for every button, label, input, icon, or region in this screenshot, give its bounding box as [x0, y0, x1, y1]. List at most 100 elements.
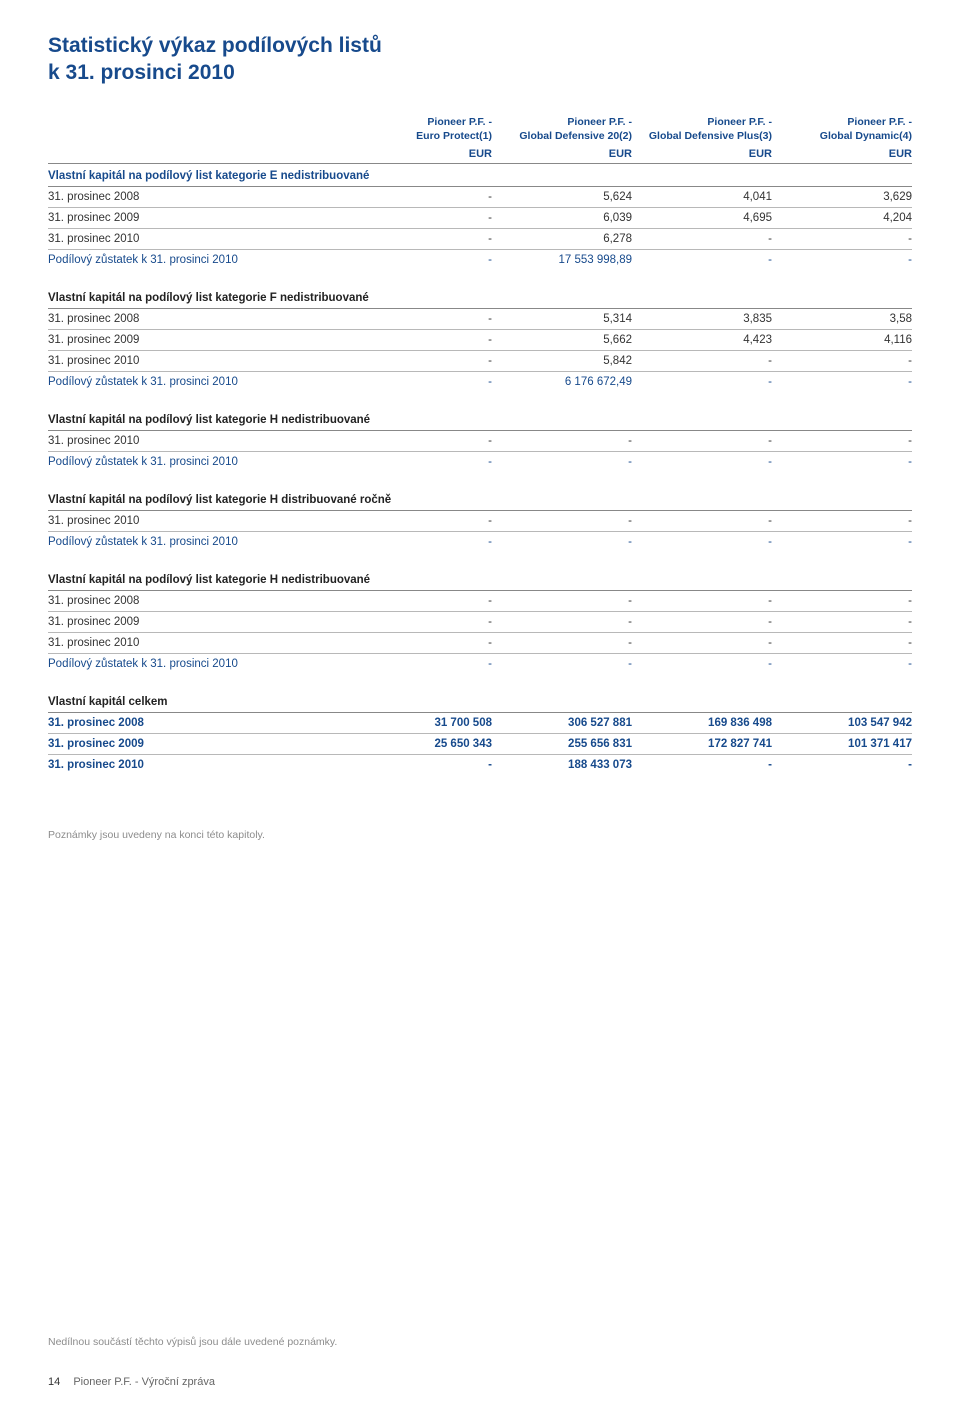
row-label: 31. prosinec 2010 — [48, 430, 352, 451]
row-label: 31. prosinec 2008 — [48, 590, 352, 611]
row-label: 31. prosinec 2009 — [48, 733, 352, 754]
section-heading: Vlastní kapitál na podílový list kategor… — [48, 472, 912, 511]
row-value: - — [772, 228, 912, 249]
row-value: 6 176 672,49 — [492, 371, 632, 392]
page-title-block: Statistický výkaz podílových listů k 31.… — [48, 32, 912, 87]
section-heading: Vlastní kapitál na podílový list kategor… — [48, 164, 912, 187]
row-label: Podílový zůstatek k 31. prosinci 2010 — [48, 531, 352, 552]
row-value: - — [352, 207, 492, 228]
table-row: 31. prosinec 2009---- — [48, 611, 912, 632]
table-row: 31. prosinec 2008-5,3143,8353,58 — [48, 308, 912, 329]
table-row: 31. prosinec 2010-5,842-- — [48, 350, 912, 371]
currency-spacer — [48, 145, 352, 163]
row-label: 31. prosinec 2009 — [48, 329, 352, 350]
row-value: 4,423 — [632, 329, 772, 350]
row-value: 255 656 831 — [492, 733, 632, 754]
section-heading: Vlastní kapitál celkem — [48, 674, 912, 713]
row-value: - — [352, 632, 492, 653]
row-value: - — [352, 451, 492, 472]
column-header-spacer — [48, 115, 352, 143]
row-value: - — [632, 510, 772, 531]
row-value: - — [492, 430, 632, 451]
row-value: 3,835 — [632, 308, 772, 329]
row-value: - — [352, 249, 492, 270]
row-value: - — [352, 510, 492, 531]
table-row: 31. prosinec 2010-188 433 073-- — [48, 754, 912, 775]
row-label: 31. prosinec 2010 — [48, 350, 352, 371]
row-label: Podílový zůstatek k 31. prosinci 2010 — [48, 371, 352, 392]
row-value: 6,039 — [492, 207, 632, 228]
row-label: 31. prosinec 2009 — [48, 611, 352, 632]
column-header-2: Pioneer P.F. -Global Defensive 20(2) — [492, 115, 632, 143]
row-value: 5,314 — [492, 308, 632, 329]
row-value: - — [632, 754, 772, 775]
row-value: - — [632, 590, 772, 611]
row-value: 25 650 343 — [352, 733, 492, 754]
row-value: 306 527 881 — [492, 712, 632, 733]
row-value: 17 553 998,89 — [492, 249, 632, 270]
row-value: - — [772, 653, 912, 674]
row-value: - — [492, 653, 632, 674]
page-title-line1: Statistický výkaz podílových listů — [48, 32, 912, 59]
footnote-statements: Nedílnou součástí těchto výpisů jsou dál… — [48, 1336, 337, 1348]
row-label: Podílový zůstatek k 31. prosinci 2010 — [48, 451, 352, 472]
row-value: 4,116 — [772, 329, 912, 350]
row-value: - — [352, 308, 492, 329]
section-heading: Vlastní kapitál na podílový list kategor… — [48, 392, 912, 431]
table-row: 31. prosinec 2010---- — [48, 510, 912, 531]
table-row: Podílový zůstatek k 31. prosinci 2010-6 … — [48, 371, 912, 392]
row-value: - — [772, 754, 912, 775]
row-value: 101 371 417 — [772, 733, 912, 754]
row-label: 31. prosinec 2008 — [48, 308, 352, 329]
table-row: Podílový zůstatek k 31. prosinci 2010---… — [48, 451, 912, 472]
row-value: - — [632, 531, 772, 552]
row-value: - — [352, 228, 492, 249]
row-value: - — [352, 590, 492, 611]
row-value: 103 547 942 — [772, 712, 912, 733]
page-number: 14 — [48, 1376, 60, 1388]
row-value: 172 827 741 — [632, 733, 772, 754]
column-header-4-text: Pioneer P.F. -Global Dynamic(4) — [820, 116, 912, 142]
column-header-1: Pioneer P.F. -Euro Protect(1) — [352, 115, 492, 143]
currency-1: EUR — [352, 145, 492, 163]
row-value: - — [772, 510, 912, 531]
row-label: 31. prosinec 2010 — [48, 228, 352, 249]
row-value: - — [632, 430, 772, 451]
column-header-1-text: Pioneer P.F. -Euro Protect(1) — [416, 116, 492, 142]
row-value: - — [492, 632, 632, 653]
row-value: - — [352, 531, 492, 552]
row-value: - — [772, 371, 912, 392]
section-heading: Vlastní kapitál na podílový list kategor… — [48, 270, 912, 309]
currency-2: EUR — [492, 145, 632, 163]
row-value: 5,842 — [492, 350, 632, 371]
column-header-2-text: Pioneer P.F. -Global Defensive 20(2) — [519, 116, 632, 142]
table-row: Podílový zůstatek k 31. prosinci 2010-17… — [48, 249, 912, 270]
row-value: - — [632, 249, 772, 270]
row-value: - — [352, 371, 492, 392]
row-value: - — [632, 451, 772, 472]
row-value: 169 836 498 — [632, 712, 772, 733]
row-value: - — [492, 531, 632, 552]
page: Statistický výkaz podílových listů k 31.… — [0, 0, 960, 1412]
row-value: 5,624 — [492, 186, 632, 207]
data-table: Vlastní kapitál na podílový list kategor… — [48, 164, 912, 775]
row-value: - — [772, 430, 912, 451]
row-value: 3,629 — [772, 186, 912, 207]
row-value: 3,58 — [772, 308, 912, 329]
column-header-3: Pioneer P.F. -Global Defensive Plus(3) — [632, 115, 772, 143]
table-row: 31. prosinec 200925 650 343255 656 83117… — [48, 733, 912, 754]
row-value: 31 700 508 — [352, 712, 492, 733]
row-value: 4,041 — [632, 186, 772, 207]
footnote-chapter: Poznámky jsou uvedeny na konci této kapi… — [48, 829, 912, 841]
row-value: - — [492, 451, 632, 472]
row-value: - — [632, 632, 772, 653]
row-value: - — [352, 329, 492, 350]
row-value: - — [772, 632, 912, 653]
row-value: - — [632, 350, 772, 371]
row-value: - — [632, 228, 772, 249]
page-title-line2: k 31. prosinci 2010 — [48, 59, 912, 86]
table-row: 31. prosinec 2010-6,278-- — [48, 228, 912, 249]
table-row: 31. prosinec 200831 700 508306 527 88116… — [48, 712, 912, 733]
row-value: 4,695 — [632, 207, 772, 228]
row-label: 31. prosinec 2010 — [48, 632, 352, 653]
